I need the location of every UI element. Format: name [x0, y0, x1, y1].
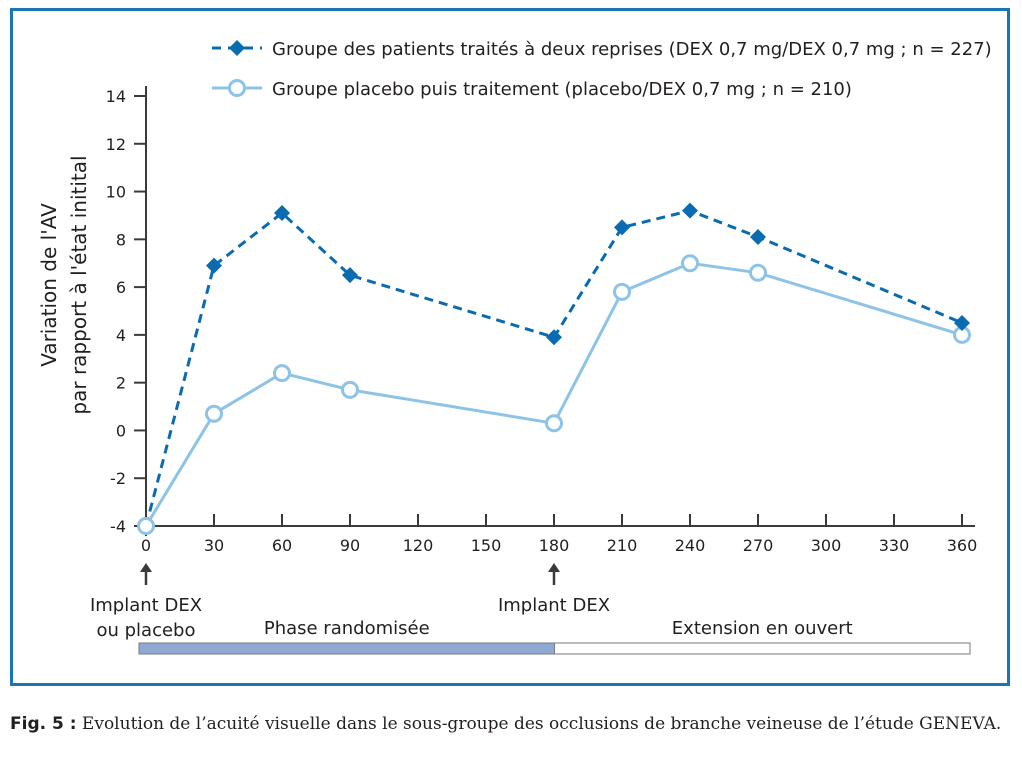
- phase-bar: Phase randomisée Extension en ouvert: [138, 618, 971, 655]
- annotation-label-1: Implant DEX: [90, 595, 202, 616]
- figure-label: Fig. 5 :: [10, 714, 77, 734]
- data-point-circle: [341, 380, 359, 399]
- data-point-circle: [613, 282, 631, 301]
- legend-circle-marker: [228, 79, 246, 97]
- y-tick-label: 0: [116, 421, 126, 440]
- chart-svg: Groupe des patients traités à deux repri…: [37, 39, 992, 655]
- y-tick-label: -4: [110, 517, 126, 536]
- data-point-diamond: [546, 329, 562, 346]
- data-point-diamond: [750, 228, 766, 245]
- legend-label-1: Groupe des patients traités à deux repri…: [272, 39, 992, 60]
- figure-frame: [10, 8, 1010, 686]
- annotation-label-2: Implant DEX: [498, 595, 610, 616]
- y-axis-label-line2: par rapport à l'état initital: [67, 155, 91, 414]
- y-tick-label: 12: [106, 135, 126, 154]
- phase-label-2: Extension en ouvert: [672, 618, 853, 639]
- arrow-up-icon: [548, 563, 560, 572]
- data-point-circle: [273, 364, 291, 383]
- x-tick-label: 90: [340, 536, 360, 555]
- series-group: [137, 202, 971, 535]
- y-axis-label: Variation de l'AV par rapport à l'état i…: [37, 155, 91, 414]
- data-point-diamond: [682, 202, 698, 219]
- data-point-diamond: [954, 314, 970, 331]
- y-tick-label: 14: [106, 87, 126, 106]
- x-tick-label: 240: [675, 536, 706, 555]
- x-tick-label: 120: [403, 536, 434, 555]
- series-line-2: [144, 261, 963, 527]
- data-point-diamond: [206, 257, 222, 274]
- phase-label-1: Phase randomisée: [264, 618, 430, 639]
- x-tick-label: 360: [947, 536, 978, 555]
- data-point-circle: [137, 517, 155, 535]
- phase-segment-2: [554, 642, 971, 655]
- data-point-circle: [205, 404, 223, 423]
- phase-segment-1: [138, 642, 555, 655]
- arrow-up-icon: [140, 563, 152, 572]
- data-point-diamond: [342, 267, 358, 284]
- legend-diamond-marker: [229, 40, 245, 56]
- legend: Groupe des patients traités à deux repri…: [212, 39, 992, 100]
- x-tick-label: 270: [743, 536, 774, 555]
- y-tick-label: -2: [110, 469, 126, 488]
- figure-caption: Fig. 5 : Evolution de l’acuité visuelle …: [10, 712, 1015, 736]
- data-point-circle: [681, 254, 699, 273]
- x-tick-label: 180: [539, 536, 570, 555]
- x-tick-label: 210: [607, 536, 638, 555]
- annotation-label-1-line2: ou placebo: [96, 620, 195, 641]
- y-tick-label: 8: [116, 230, 126, 249]
- y-tick-label: 2: [116, 374, 126, 393]
- y-tick-label: 4: [116, 326, 126, 345]
- data-point-circle: [545, 414, 563, 433]
- annotations: Implant DEX ou placebo Implant DEX: [90, 563, 610, 641]
- caption-text: Evolution de l’acuité visuelle dans le s…: [76, 714, 1002, 734]
- y-tick-label: 10: [106, 183, 126, 202]
- x-tick-label: 60: [272, 536, 292, 555]
- x-tick-label: 30: [204, 536, 224, 555]
- x-tick-label: 150: [471, 536, 502, 555]
- x-tick-label: 0: [141, 536, 151, 555]
- y-axis-label-line1: Variation de l'AV: [37, 203, 61, 367]
- legend-label-2: Groupe placebo puis traitement (placebo/…: [272, 79, 852, 100]
- x-tick-label: 330: [879, 536, 910, 555]
- x-tick-label: 300: [811, 536, 842, 555]
- axes: -4 -2 0 2 4 6 8 10 12 14 0 30 60 90 120 150 180 210 240 270…: [106, 86, 978, 555]
- data-point-diamond: [614, 219, 630, 236]
- data-point-diamond: [274, 205, 290, 222]
- data-point-circle: [749, 263, 767, 282]
- y-tick-label: 6: [116, 278, 126, 297]
- series-line-1: [144, 209, 963, 527]
